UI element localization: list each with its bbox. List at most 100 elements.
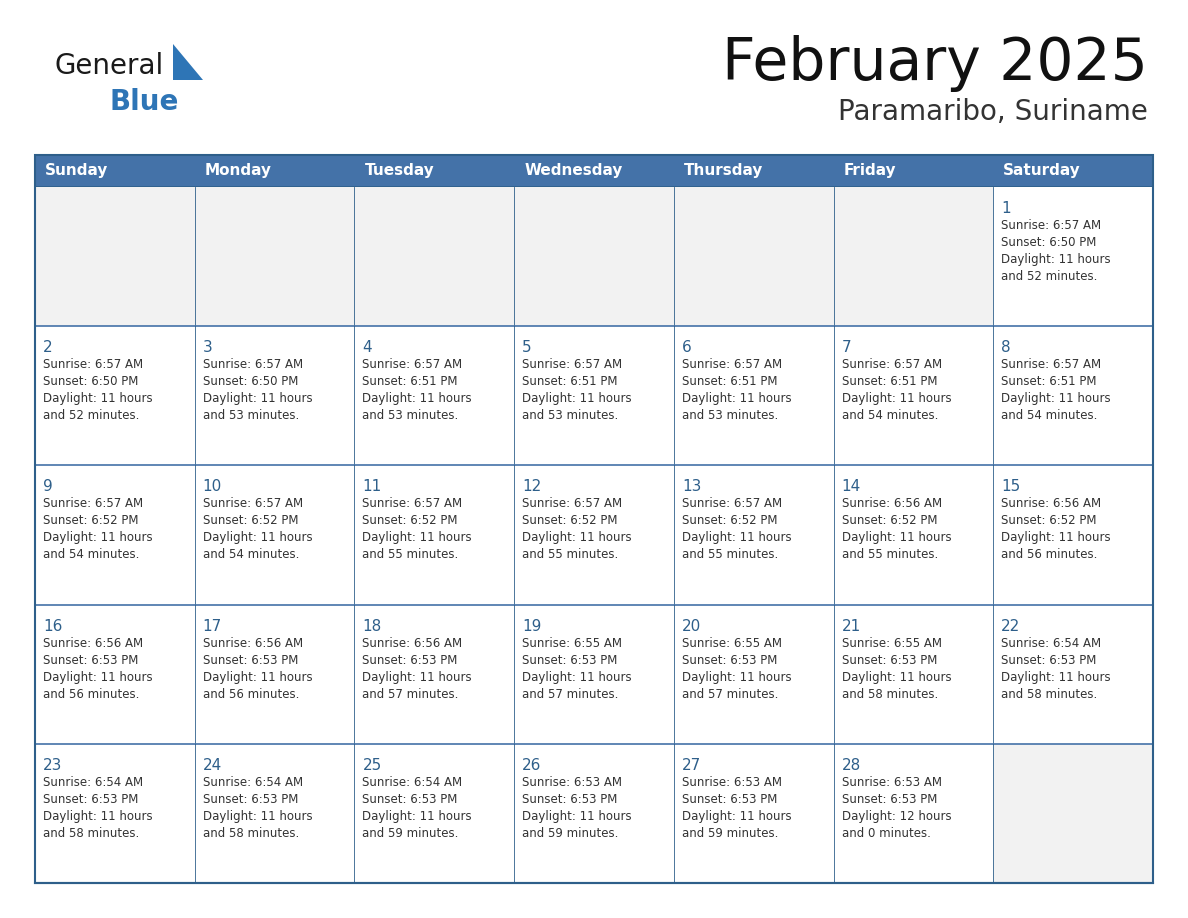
- Text: Sunset: 6:53 PM: Sunset: 6:53 PM: [682, 654, 777, 666]
- Text: Sunrise: 6:56 AM: Sunrise: 6:56 AM: [43, 636, 143, 650]
- Text: Sunrise: 6:56 AM: Sunrise: 6:56 AM: [1001, 498, 1101, 510]
- Text: Sunset: 6:52 PM: Sunset: 6:52 PM: [43, 514, 139, 528]
- Bar: [674, 187, 834, 326]
- Text: Sunrise: 6:57 AM: Sunrise: 6:57 AM: [1001, 358, 1101, 371]
- Text: 27: 27: [682, 757, 701, 773]
- Bar: [34, 465, 195, 605]
- Text: and 59 minutes.: and 59 minutes.: [362, 827, 459, 840]
- Text: Daylight: 11 hours: Daylight: 11 hours: [1001, 532, 1111, 544]
- Text: and 55 minutes.: and 55 minutes.: [523, 548, 619, 562]
- Text: and 57 minutes.: and 57 minutes.: [362, 688, 459, 700]
- Text: and 56 minutes.: and 56 minutes.: [1001, 548, 1098, 562]
- Text: and 55 minutes.: and 55 minutes.: [682, 548, 778, 562]
- Text: Sunset: 6:53 PM: Sunset: 6:53 PM: [362, 654, 457, 666]
- Bar: [34, 155, 1154, 187]
- Bar: [34, 155, 1154, 883]
- Bar: [674, 326, 834, 465]
- Text: Sunset: 6:53 PM: Sunset: 6:53 PM: [682, 793, 777, 806]
- Bar: [993, 605, 1154, 744]
- Text: Daylight: 11 hours: Daylight: 11 hours: [43, 532, 152, 544]
- Text: 12: 12: [523, 479, 542, 495]
- Bar: [514, 155, 674, 187]
- Text: Daylight: 11 hours: Daylight: 11 hours: [203, 392, 312, 405]
- Polygon shape: [173, 44, 203, 80]
- Text: Sunset: 6:53 PM: Sunset: 6:53 PM: [841, 654, 937, 666]
- Bar: [993, 465, 1154, 605]
- Bar: [195, 605, 354, 744]
- Text: Sunset: 6:53 PM: Sunset: 6:53 PM: [523, 654, 618, 666]
- Text: Sunset: 6:53 PM: Sunset: 6:53 PM: [841, 793, 937, 806]
- Text: 20: 20: [682, 619, 701, 633]
- Text: Sunset: 6:53 PM: Sunset: 6:53 PM: [203, 793, 298, 806]
- Bar: [834, 187, 993, 326]
- Bar: [195, 744, 354, 883]
- Text: and 59 minutes.: and 59 minutes.: [523, 827, 619, 840]
- Text: and 58 minutes.: and 58 minutes.: [841, 688, 937, 700]
- Text: Daylight: 11 hours: Daylight: 11 hours: [523, 392, 632, 405]
- Text: Wednesday: Wednesday: [524, 163, 623, 178]
- Text: and 58 minutes.: and 58 minutes.: [203, 827, 299, 840]
- Bar: [195, 155, 354, 187]
- Bar: [993, 155, 1154, 187]
- Text: Thursday: Thursday: [684, 163, 763, 178]
- Bar: [195, 465, 354, 605]
- Bar: [195, 187, 354, 326]
- Text: Sunrise: 6:53 AM: Sunrise: 6:53 AM: [841, 776, 942, 789]
- Text: Sunrise: 6:57 AM: Sunrise: 6:57 AM: [523, 358, 623, 371]
- Text: and 54 minutes.: and 54 minutes.: [203, 548, 299, 562]
- Text: Sunrise: 6:57 AM: Sunrise: 6:57 AM: [362, 498, 462, 510]
- Text: 1: 1: [1001, 201, 1011, 216]
- Text: Sunset: 6:53 PM: Sunset: 6:53 PM: [43, 654, 138, 666]
- Text: Daylight: 11 hours: Daylight: 11 hours: [43, 671, 152, 684]
- Bar: [993, 744, 1154, 883]
- Text: Sunrise: 6:54 AM: Sunrise: 6:54 AM: [43, 776, 143, 789]
- Text: Sunrise: 6:56 AM: Sunrise: 6:56 AM: [841, 498, 942, 510]
- Text: General: General: [55, 52, 164, 80]
- Text: Daylight: 11 hours: Daylight: 11 hours: [203, 671, 312, 684]
- Text: Sunset: 6:52 PM: Sunset: 6:52 PM: [362, 514, 457, 528]
- Text: Sunrise: 6:56 AM: Sunrise: 6:56 AM: [362, 636, 462, 650]
- Text: 9: 9: [43, 479, 52, 495]
- Text: and 56 minutes.: and 56 minutes.: [203, 688, 299, 700]
- Text: Sunday: Sunday: [45, 163, 108, 178]
- Text: Sunset: 6:53 PM: Sunset: 6:53 PM: [523, 793, 618, 806]
- Text: Sunset: 6:51 PM: Sunset: 6:51 PM: [523, 375, 618, 388]
- Text: Sunrise: 6:53 AM: Sunrise: 6:53 AM: [523, 776, 623, 789]
- Text: Daylight: 11 hours: Daylight: 11 hours: [43, 810, 152, 823]
- Text: 2: 2: [43, 341, 52, 355]
- Text: Daylight: 11 hours: Daylight: 11 hours: [1001, 392, 1111, 405]
- Bar: [354, 187, 514, 326]
- Text: Sunrise: 6:57 AM: Sunrise: 6:57 AM: [682, 358, 782, 371]
- Bar: [993, 187, 1154, 326]
- Text: Sunrise: 6:57 AM: Sunrise: 6:57 AM: [682, 498, 782, 510]
- Text: Sunrise: 6:55 AM: Sunrise: 6:55 AM: [841, 636, 942, 650]
- Text: Paramaribo, Suriname: Paramaribo, Suriname: [838, 98, 1148, 126]
- Text: Daylight: 11 hours: Daylight: 11 hours: [203, 810, 312, 823]
- Text: 4: 4: [362, 341, 372, 355]
- Text: Sunset: 6:53 PM: Sunset: 6:53 PM: [362, 793, 457, 806]
- Bar: [674, 605, 834, 744]
- Text: Sunrise: 6:57 AM: Sunrise: 6:57 AM: [523, 498, 623, 510]
- Bar: [674, 465, 834, 605]
- Text: Sunset: 6:50 PM: Sunset: 6:50 PM: [203, 375, 298, 388]
- Bar: [195, 326, 354, 465]
- Text: Sunrise: 6:57 AM: Sunrise: 6:57 AM: [43, 498, 143, 510]
- Text: Sunset: 6:51 PM: Sunset: 6:51 PM: [1001, 375, 1097, 388]
- Text: 13: 13: [682, 479, 701, 495]
- Bar: [514, 326, 674, 465]
- Text: Sunrise: 6:57 AM: Sunrise: 6:57 AM: [43, 358, 143, 371]
- Text: 24: 24: [203, 757, 222, 773]
- Text: Sunset: 6:53 PM: Sunset: 6:53 PM: [1001, 654, 1097, 666]
- Text: Sunset: 6:52 PM: Sunset: 6:52 PM: [1001, 514, 1097, 528]
- Text: Daylight: 11 hours: Daylight: 11 hours: [43, 392, 152, 405]
- Text: 11: 11: [362, 479, 381, 495]
- Bar: [34, 155, 195, 187]
- Text: Daylight: 11 hours: Daylight: 11 hours: [682, 671, 791, 684]
- Text: Daylight: 11 hours: Daylight: 11 hours: [523, 532, 632, 544]
- Text: 26: 26: [523, 757, 542, 773]
- Text: and 0 minutes.: and 0 minutes.: [841, 827, 930, 840]
- Text: and 57 minutes.: and 57 minutes.: [682, 688, 778, 700]
- Text: Daylight: 11 hours: Daylight: 11 hours: [1001, 671, 1111, 684]
- Text: 10: 10: [203, 479, 222, 495]
- Text: Sunset: 6:52 PM: Sunset: 6:52 PM: [682, 514, 777, 528]
